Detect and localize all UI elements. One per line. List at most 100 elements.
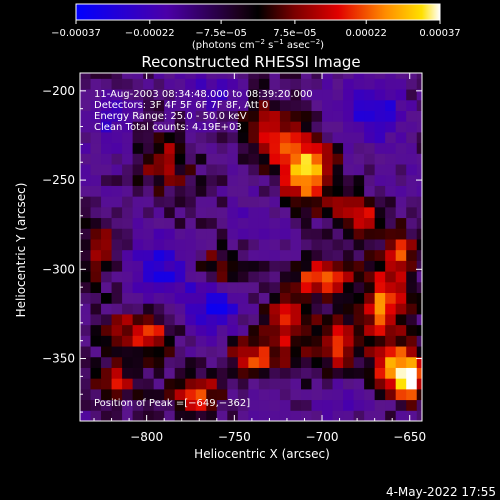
heatmap-cell <box>153 399 165 411</box>
heatmap-cell <box>300 281 313 294</box>
heatmap-cell <box>416 313 422 326</box>
heatmap-cell <box>164 174 176 186</box>
heatmap-cell <box>258 174 270 186</box>
heatmap-cell <box>80 346 92 358</box>
heatmap-cell <box>374 378 386 390</box>
heatmap-cell <box>279 346 291 358</box>
heatmap-cell <box>227 99 239 111</box>
heatmap-cell <box>80 131 92 144</box>
heatmap-cell <box>290 260 302 272</box>
heatmap-cell <box>364 335 376 347</box>
heatmap-cell <box>311 174 323 186</box>
heatmap-cell <box>80 303 92 315</box>
heatmap-cell <box>395 164 407 176</box>
heatmap-cell <box>395 356 407 368</box>
heatmap-cell <box>322 249 334 261</box>
heatmap-cell <box>237 73 249 79</box>
heatmap-cell <box>132 228 144 240</box>
heatmap-cell <box>216 271 228 283</box>
heatmap-cell <box>216 356 228 368</box>
heatmap-cell <box>332 131 344 144</box>
heatmap-cell <box>195 281 207 294</box>
heatmap-cell <box>206 410 218 421</box>
heatmap-cell <box>353 324 365 336</box>
heatmap-cell <box>248 249 260 261</box>
heatmap-cell <box>227 142 239 154</box>
heatmap-cell <box>227 271 239 283</box>
heatmap-cell <box>122 153 134 165</box>
heatmap-cell <box>416 206 422 219</box>
y-tick-label: −300 <box>42 262 75 276</box>
heatmap-cell <box>311 196 323 208</box>
heatmap-cell <box>385 356 397 368</box>
heatmap-cell <box>185 142 197 154</box>
heatmap-cell <box>195 410 207 421</box>
heatmap-cell <box>164 367 176 379</box>
heatmap-cell <box>395 367 407 379</box>
heatmap-cell <box>395 142 407 154</box>
heatmap-cell <box>258 249 270 261</box>
heatmap-cell <box>216 196 228 208</box>
heatmap-cell <box>132 89 144 101</box>
heatmap-cell <box>374 185 386 197</box>
heatmap-cell <box>174 153 186 165</box>
heatmap-cell <box>90 78 102 90</box>
heatmap-cell <box>269 303 281 315</box>
heatmap-cell <box>185 399 197 411</box>
heatmap-cell <box>343 99 355 111</box>
heatmap-cell <box>174 249 186 261</box>
heatmap-cell <box>174 346 186 358</box>
heatmap-cell <box>269 228 281 240</box>
heatmap-cell <box>343 335 355 347</box>
heatmap-cell <box>406 217 418 229</box>
heatmap-cell <box>80 249 92 261</box>
heatmap-cell <box>322 78 334 90</box>
heatmap <box>80 73 422 421</box>
heatmap-cell <box>364 378 376 390</box>
heatmap-cell <box>122 121 134 133</box>
heatmap-cell <box>111 346 123 358</box>
heatmap-cell <box>269 196 281 208</box>
heatmap-cell <box>290 335 302 347</box>
heatmap-cell <box>122 260 134 272</box>
heatmap-cell <box>374 367 386 379</box>
heatmap-cell <box>216 99 228 111</box>
heatmap-cell <box>195 110 207 122</box>
heatmap-cell <box>195 238 207 251</box>
heatmap-cell <box>311 78 323 90</box>
heatmap-cell <box>364 153 376 165</box>
heatmap-cell <box>374 313 386 326</box>
heatmap-cell <box>195 196 207 208</box>
heatmap-cell <box>153 335 165 347</box>
heatmap-cell <box>122 217 134 229</box>
heatmap-cell <box>395 153 407 165</box>
heatmap-cell <box>279 378 291 390</box>
heatmap-cell <box>269 399 281 411</box>
heatmap-cell <box>206 153 218 165</box>
heatmap-cell <box>258 206 270 219</box>
heatmap-cell <box>353 335 365 347</box>
heatmap-cell <box>353 174 365 186</box>
heatmap-cell <box>185 303 197 315</box>
heatmap-cell <box>216 260 228 272</box>
heatmap-cell <box>111 78 123 90</box>
heatmap-cell <box>395 228 407 240</box>
x-axis-label: Heliocentric X (arcsec) <box>194 447 330 461</box>
heatmap-cell <box>364 174 376 186</box>
peak-position-label: Position of Peak =[−649,−362] <box>94 398 250 409</box>
heatmap-cell <box>195 73 207 79</box>
heatmap-cell <box>174 260 186 272</box>
heatmap-cell <box>279 73 291 79</box>
heatmap-cell <box>227 356 239 368</box>
heatmap-cell <box>216 78 228 90</box>
heatmap-cell <box>269 238 281 251</box>
heatmap-cell <box>122 249 134 261</box>
heatmap-cell <box>237 249 249 261</box>
heatmap-cell <box>416 249 422 261</box>
heatmap-cell <box>300 346 313 358</box>
heatmap-cell <box>374 78 386 90</box>
heatmap-cell <box>206 228 218 240</box>
heatmap-cell <box>101 313 113 326</box>
heatmap-cell <box>227 228 239 240</box>
heatmap-cell <box>258 73 270 79</box>
